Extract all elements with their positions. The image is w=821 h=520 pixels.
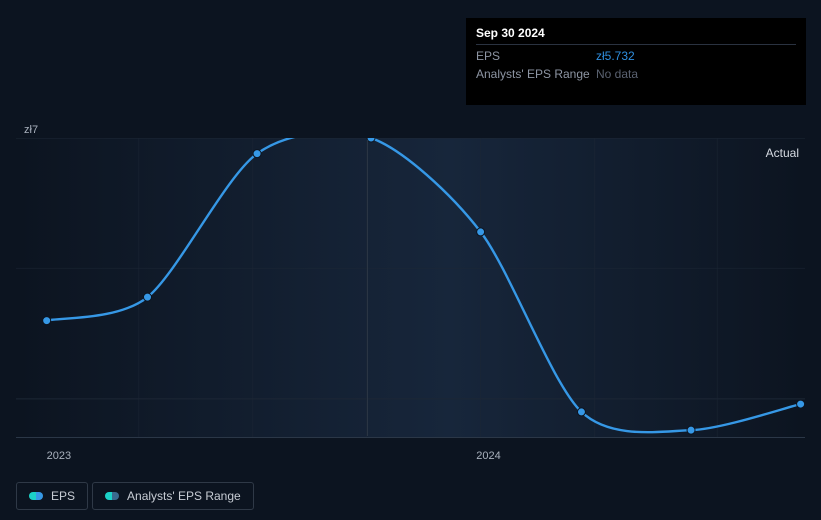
chart-legend: EPS Analysts' EPS Range [16, 482, 254, 510]
tooltip-row-value: zł5.732 [596, 49, 635, 63]
legend-swatch [105, 492, 119, 500]
tooltip-date: Sep 30 2024 [476, 26, 796, 45]
legend-swatch [29, 492, 43, 500]
tooltip-row: EPSzł5.732 [476, 45, 796, 63]
tooltip-row-label: EPS [476, 49, 596, 63]
legend-label: EPS [51, 489, 75, 503]
chart-tooltip: Sep 30 2024 EPSzł5.732Analysts' EPS Rang… [466, 18, 806, 105]
x-axis-tick-label: 2024 [476, 450, 500, 462]
tooltip-row-label: Analysts' EPS Range [476, 67, 596, 81]
chart-container: Sep 30 2024 EPSzł5.732Analysts' EPS Rang… [0, 0, 821, 520]
y-axis-tick-label: zł7 [24, 124, 38, 136]
plot-area: Actual [16, 138, 805, 438]
tooltip-row-value: No data [596, 67, 638, 81]
legend-label: Analysts' EPS Range [127, 489, 241, 503]
legend-item[interactable]: Analysts' EPS Range [92, 482, 254, 510]
tooltip-row: Analysts' EPS RangeNo data [476, 63, 796, 81]
legend-item[interactable]: EPS [16, 482, 88, 510]
line-chart-svg [16, 138, 805, 438]
actual-badge: Actual [766, 146, 799, 160]
x-axis-tick-label: 2023 [47, 450, 71, 462]
plot-divider [367, 140, 368, 436]
